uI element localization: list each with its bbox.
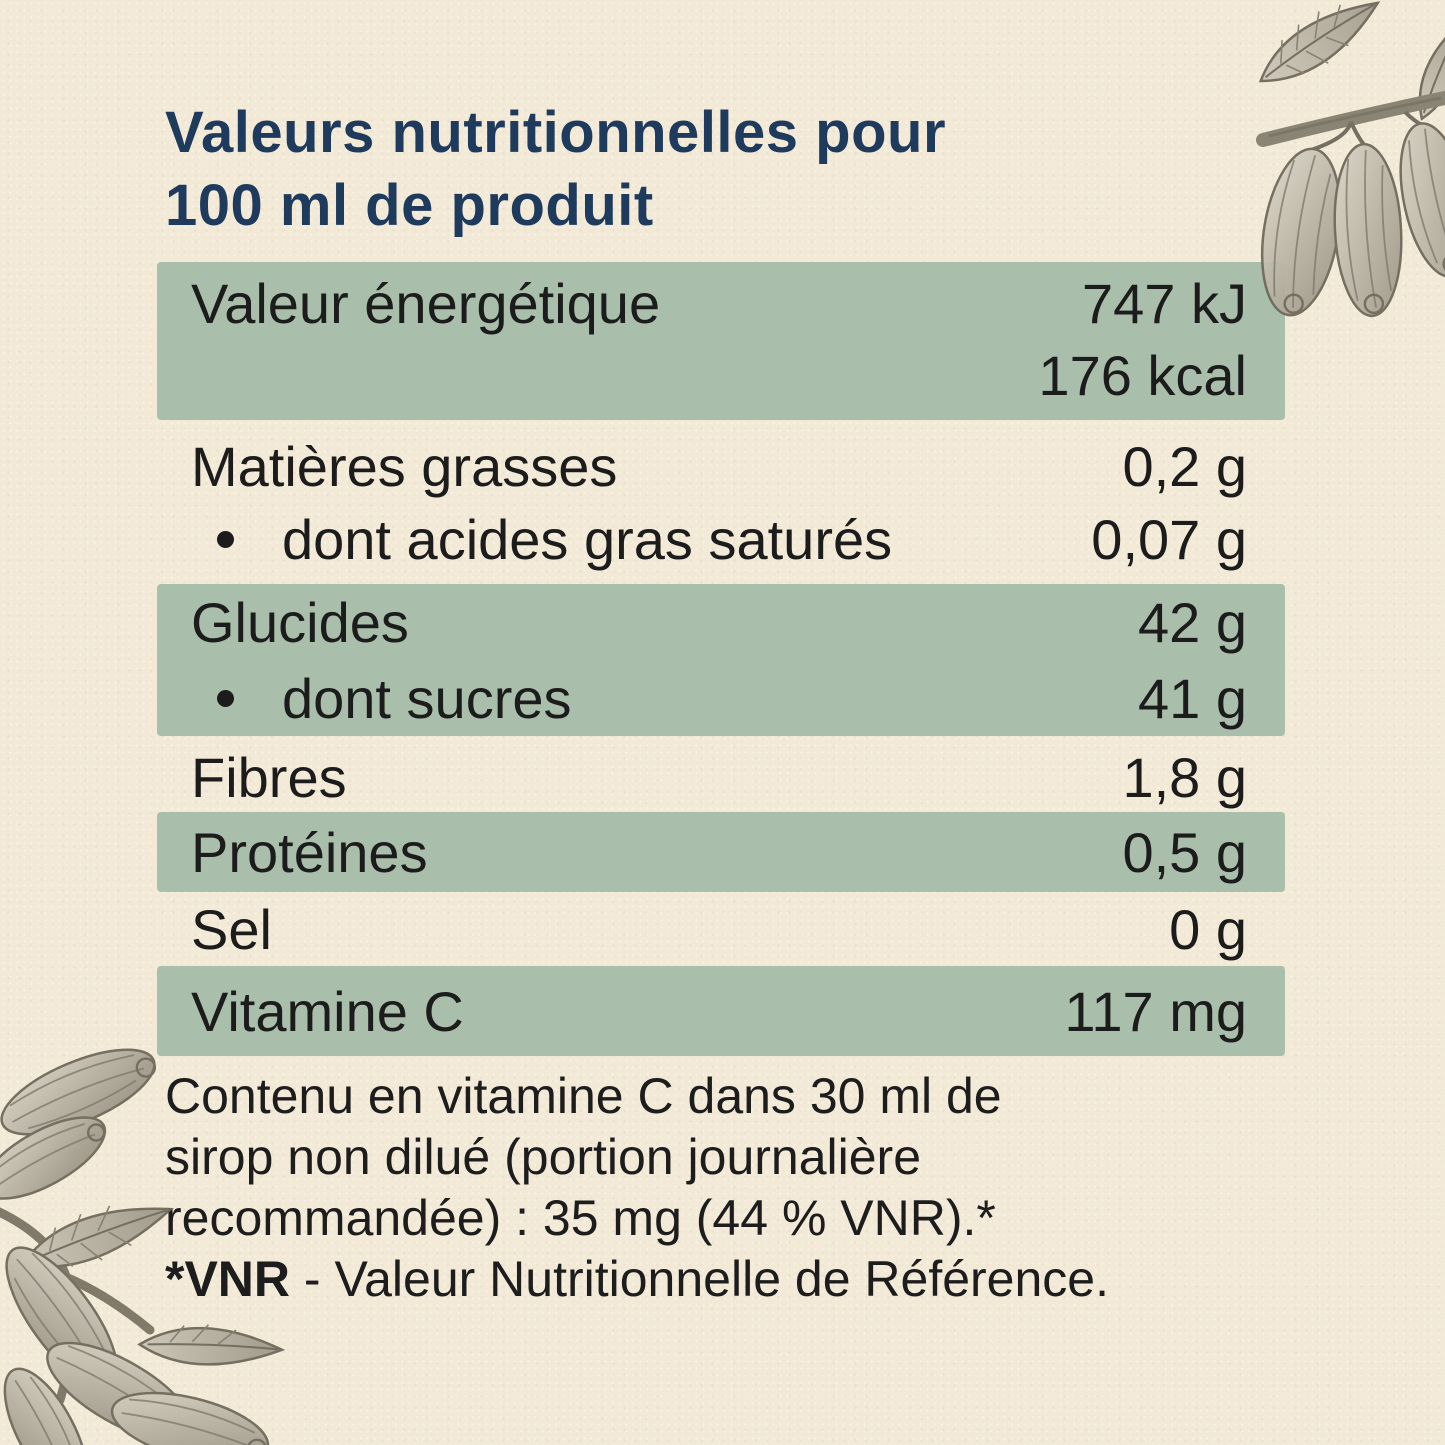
nutrient-label: Fibres <box>191 745 347 809</box>
page-title-line1: Valeurs nutritionnelles pour <box>165 100 947 165</box>
nutrient-value: 0,2 g <box>1122 434 1247 498</box>
nutrient-value: 117 mg <box>1064 979 1247 1043</box>
bullet-icon <box>217 530 234 548</box>
nutrient-label: Glucides <box>191 590 409 654</box>
nutrient-value-kcal: 176 kcal <box>1038 344 1247 407</box>
nutrient-value: 42 g <box>1138 590 1247 654</box>
row-vitamine-c: Vitamine C 117 mg <box>157 966 1285 1056</box>
row-matieres-grasses: Matières grasses 0,2 g <box>157 430 1285 502</box>
nutrient-value-kj: 747 kJ <box>1082 272 1247 335</box>
nutrient-values: 747 kJ 176 kcal <box>1038 268 1247 412</box>
nutrient-value: 41 g <box>1138 666 1247 730</box>
nutrient-label: Vitamine C <box>191 979 464 1043</box>
honeysuckle-branch-illustration-top-right <box>1256 1 1445 318</box>
nutrient-label: dont acides gras saturés <box>282 507 893 571</box>
berry-icon <box>110 1391 270 1445</box>
nutrient-label: Matières grasses <box>191 434 618 498</box>
nutrient-value: 0,5 g <box>1122 820 1247 884</box>
row-valeur-energetique: Valeur énergétique 747 kJ 176 kcal <box>157 262 1285 420</box>
leaf-icon <box>20 1205 174 1268</box>
vnr-abbreviation: *VNR <box>165 1251 291 1307</box>
footnote: Contenu en vitamine C dans 30 ml de siro… <box>165 1066 1345 1310</box>
berry-icon <box>3 1367 89 1445</box>
footnote-line: Contenu en vitamine C dans 30 ml de <box>165 1068 1002 1124</box>
nutrient-value: 1,8 g <box>1122 745 1247 809</box>
nutrient-value: 0,07 g <box>1091 507 1247 571</box>
footnote-line: sirop non dilué (portion journalière <box>165 1129 922 1185</box>
berry-icon <box>1333 142 1403 318</box>
page-title: Valeurs nutritionnelles pour 100 ml de p… <box>165 96 946 242</box>
berry-icon <box>1399 122 1445 278</box>
row-sel: Sel 0 g <box>157 894 1285 964</box>
row-proteines: Protéines 0,5 g <box>157 812 1285 892</box>
nutrient-value: 0 g <box>1169 897 1247 961</box>
rows-glucides-group: Glucides 42 g dont sucres 41 g <box>157 584 1285 736</box>
nutrition-table: Valeur énergétique 747 kJ 176 kcal Matiè… <box>157 262 1285 1056</box>
row-fibres: Fibres 1,8 g <box>157 744 1285 810</box>
row-dont-sucres: dont sucres 41 g <box>157 660 1285 736</box>
row-glucides: Glucides 42 g <box>157 584 1285 660</box>
leaf-icon <box>1258 1 1381 83</box>
vnr-definition: - Valeur Nutritionnelle de Référence. <box>290 1251 1109 1307</box>
row-acides-gras-satures: dont acides gras saturés 0,07 g <box>157 502 1285 576</box>
nutrient-label: Sel <box>191 897 272 961</box>
leaf-icon <box>137 1324 286 1366</box>
honeysuckle-branch-illustration-bottom-left <box>0 1048 286 1445</box>
nutrient-label: Valeur énergétique <box>191 272 661 335</box>
footnote-reference: *VNR - Valeur Nutritionnelle de Référenc… <box>165 1249 1345 1310</box>
nutrient-label: Protéines <box>191 820 428 884</box>
page-title-line2: 100 ml de produit <box>165 173 654 238</box>
bullet-icon <box>217 689 234 707</box>
footnote-line: recommandée) : 35 mg (44 % VNR).* <box>165 1190 996 1246</box>
berry-icon <box>0 1116 107 1200</box>
nutrient-label: dont sucres <box>282 666 572 730</box>
